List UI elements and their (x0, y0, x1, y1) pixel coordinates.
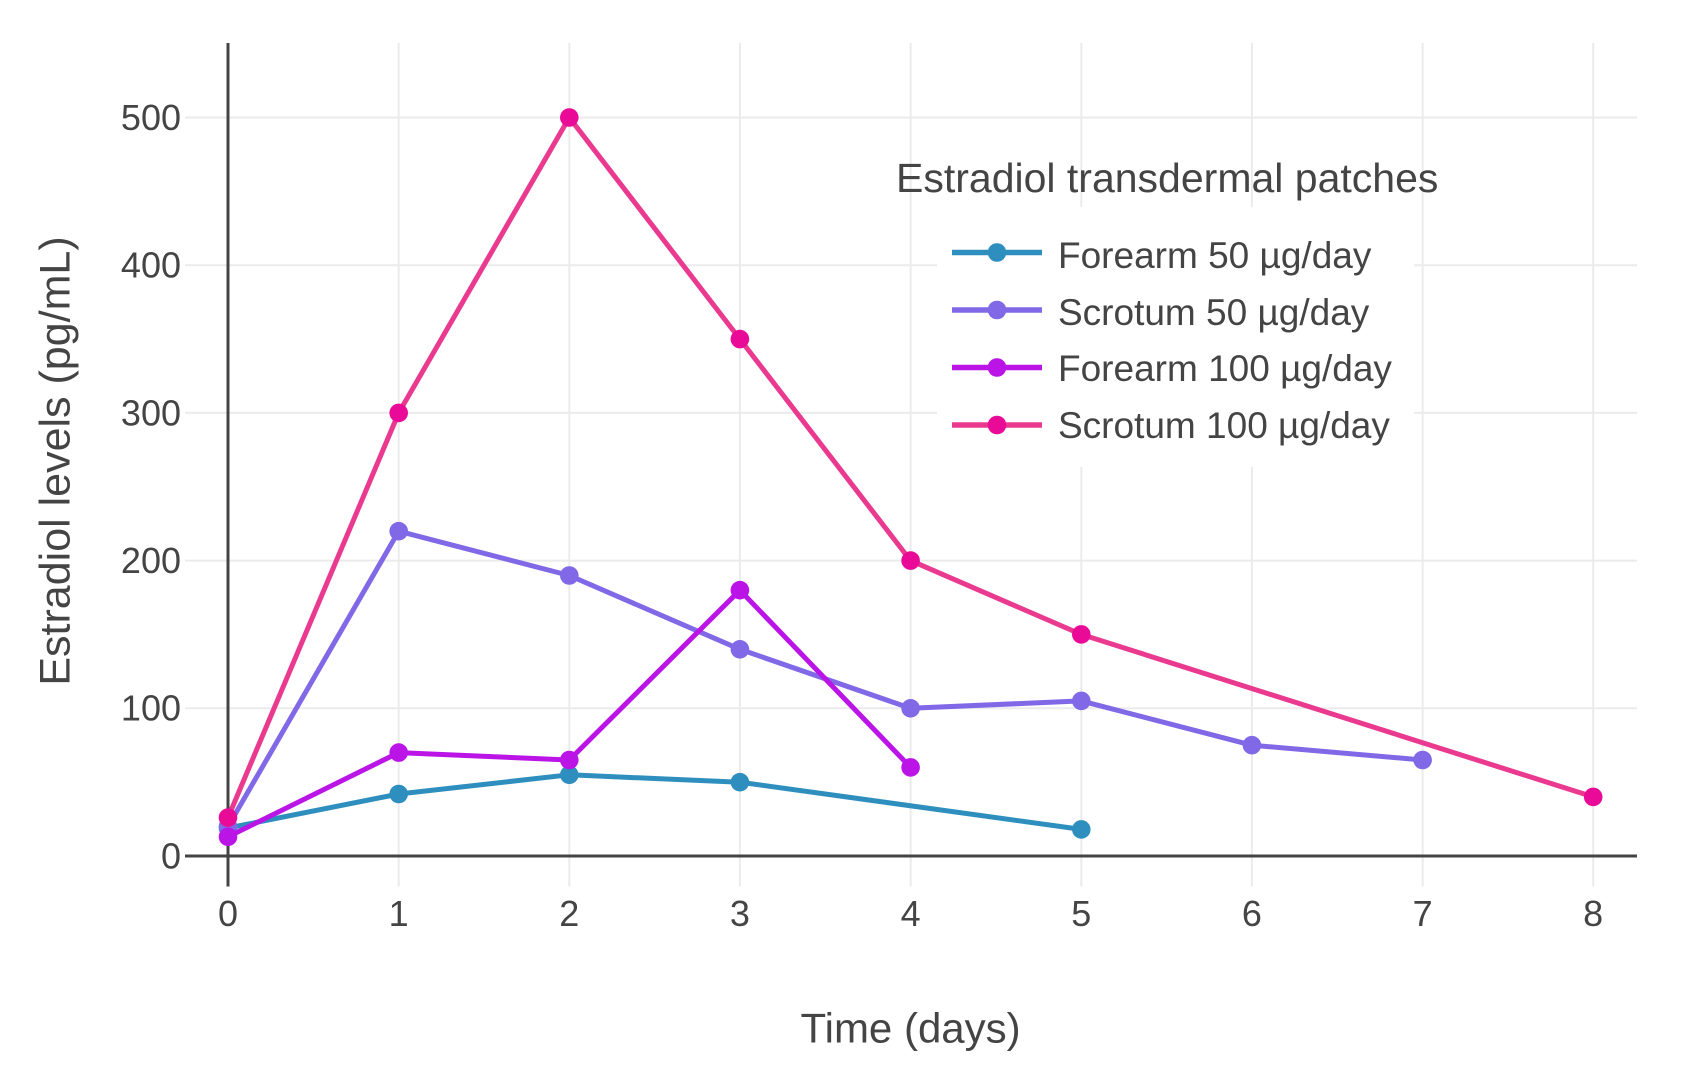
svg-text:Scrotum 100 µg/day: Scrotum 100 µg/day (1058, 405, 1390, 446)
svg-text:300: 300 (121, 392, 181, 433)
svg-text:Estradiol transdermal patches: Estradiol transdermal patches (896, 155, 1438, 201)
svg-text:500: 500 (121, 97, 181, 138)
svg-text:Scrotum 50 µg/day: Scrotum 50 µg/day (1058, 292, 1370, 333)
svg-text:8: 8 (1583, 893, 1603, 934)
svg-text:100: 100 (121, 688, 181, 729)
svg-text:400: 400 (121, 245, 181, 286)
svg-text:2: 2 (559, 893, 579, 934)
svg-text:Time (days): Time (days) (801, 1005, 1021, 1052)
svg-text:3: 3 (730, 893, 750, 934)
svg-text:0: 0 (218, 893, 238, 934)
svg-text:6: 6 (1242, 893, 1262, 934)
svg-text:0: 0 (161, 835, 181, 876)
svg-text:Forearm 100 µg/day: Forearm 100 µg/day (1058, 348, 1392, 389)
svg-text:1: 1 (389, 893, 409, 934)
svg-text:5: 5 (1071, 893, 1091, 934)
svg-text:4: 4 (901, 893, 921, 934)
svg-text:7: 7 (1413, 893, 1433, 934)
svg-text:Forearm 50 µg/day: Forearm 50 µg/day (1058, 235, 1372, 276)
svg-text:200: 200 (121, 540, 181, 581)
svg-text:Estradiol levels (pg/mL): Estradiol levels (pg/mL) (32, 236, 80, 685)
